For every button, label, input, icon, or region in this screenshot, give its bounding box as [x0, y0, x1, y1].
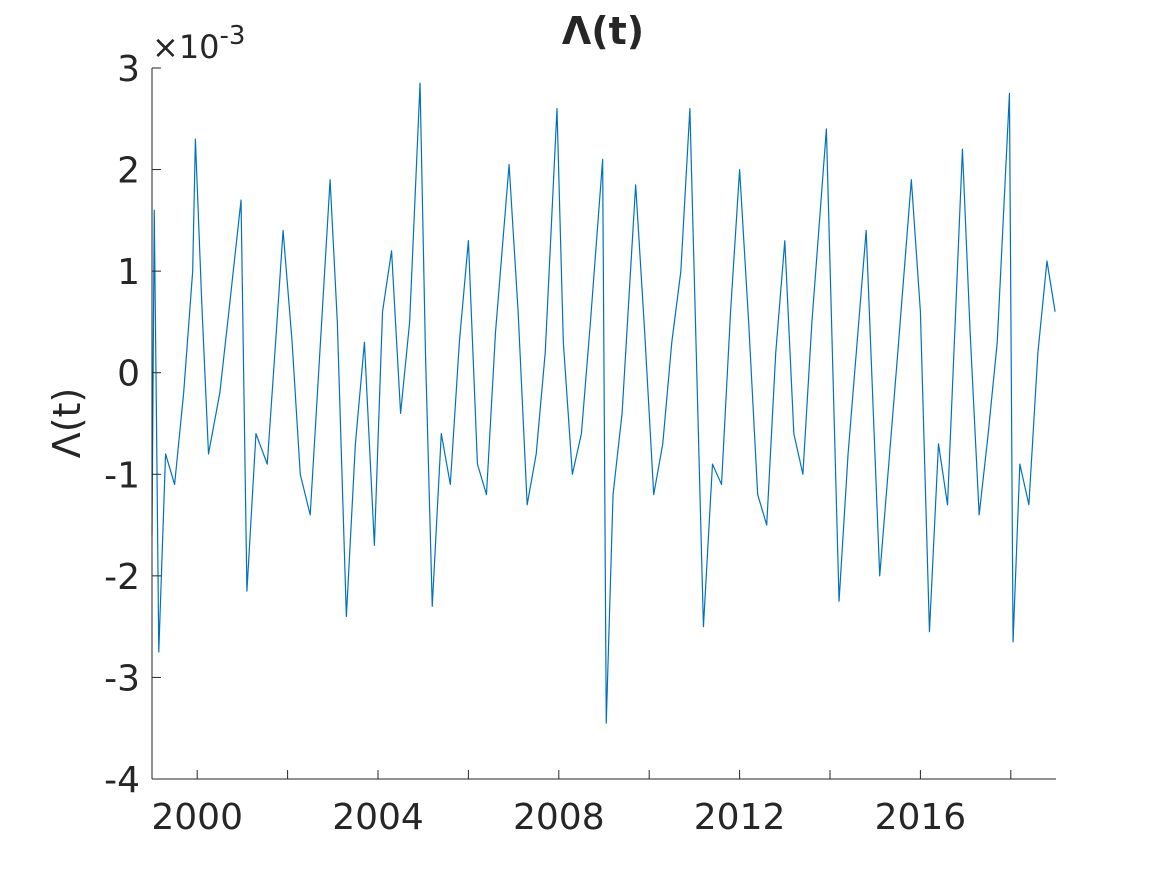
y-tick-label: -1 [104, 455, 140, 496]
x-tick-label: 2000 [151, 797, 243, 838]
y-axis-label: Λ(t) [45, 388, 89, 459]
y-tick-label: 1 [117, 252, 140, 293]
x-tick-label: 2012 [694, 797, 786, 838]
chart-title: Λ(t) [562, 9, 644, 53]
x-tick-label: 2004 [332, 797, 424, 838]
y-multiplier: ×10-3 [152, 21, 245, 66]
y-tick-label: -3 [104, 658, 140, 699]
y-multiplier-base: ×10 [152, 28, 220, 66]
x-tick-label: 2008 [513, 797, 605, 838]
data-line [151, 82, 1056, 724]
x-tick-label: 2016 [875, 797, 967, 838]
y-tick-label: 0 [117, 354, 140, 395]
y-tick-label: -2 [104, 557, 140, 598]
y-multiplier-exponent: -3 [220, 21, 246, 51]
y-tick-label: 3 [117, 49, 140, 90]
y-tick-label: 2 [117, 151, 140, 192]
y-tick-label: -4 [104, 760, 140, 801]
